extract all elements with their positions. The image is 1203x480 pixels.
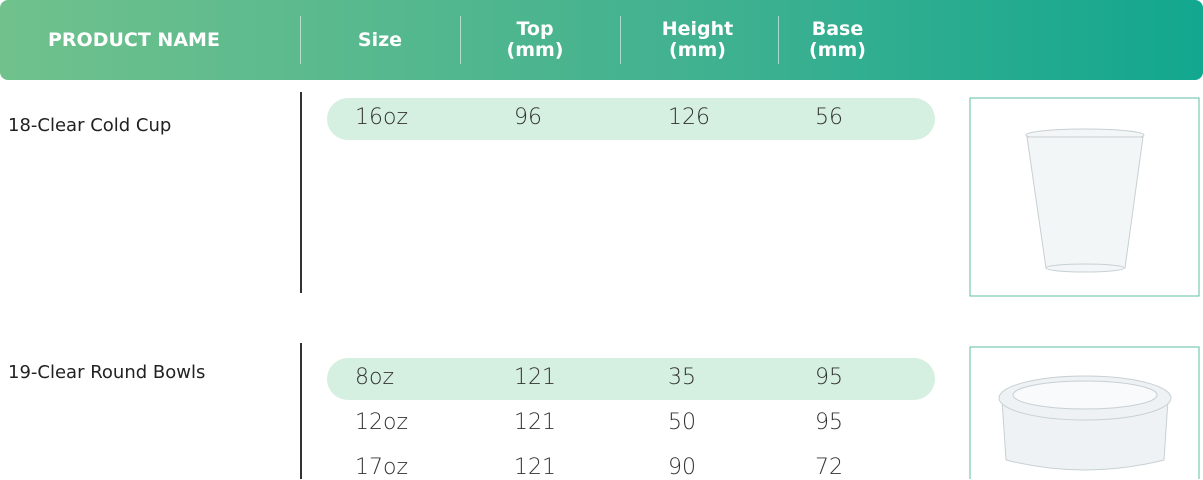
images	[0, 0, 1203, 479]
cup-image	[1026, 129, 1144, 272]
page: PRODUCT NAMESizeTop(mm)Height(mm)Base(mm…	[0, 0, 1203, 479]
bowl-image	[999, 376, 1171, 470]
